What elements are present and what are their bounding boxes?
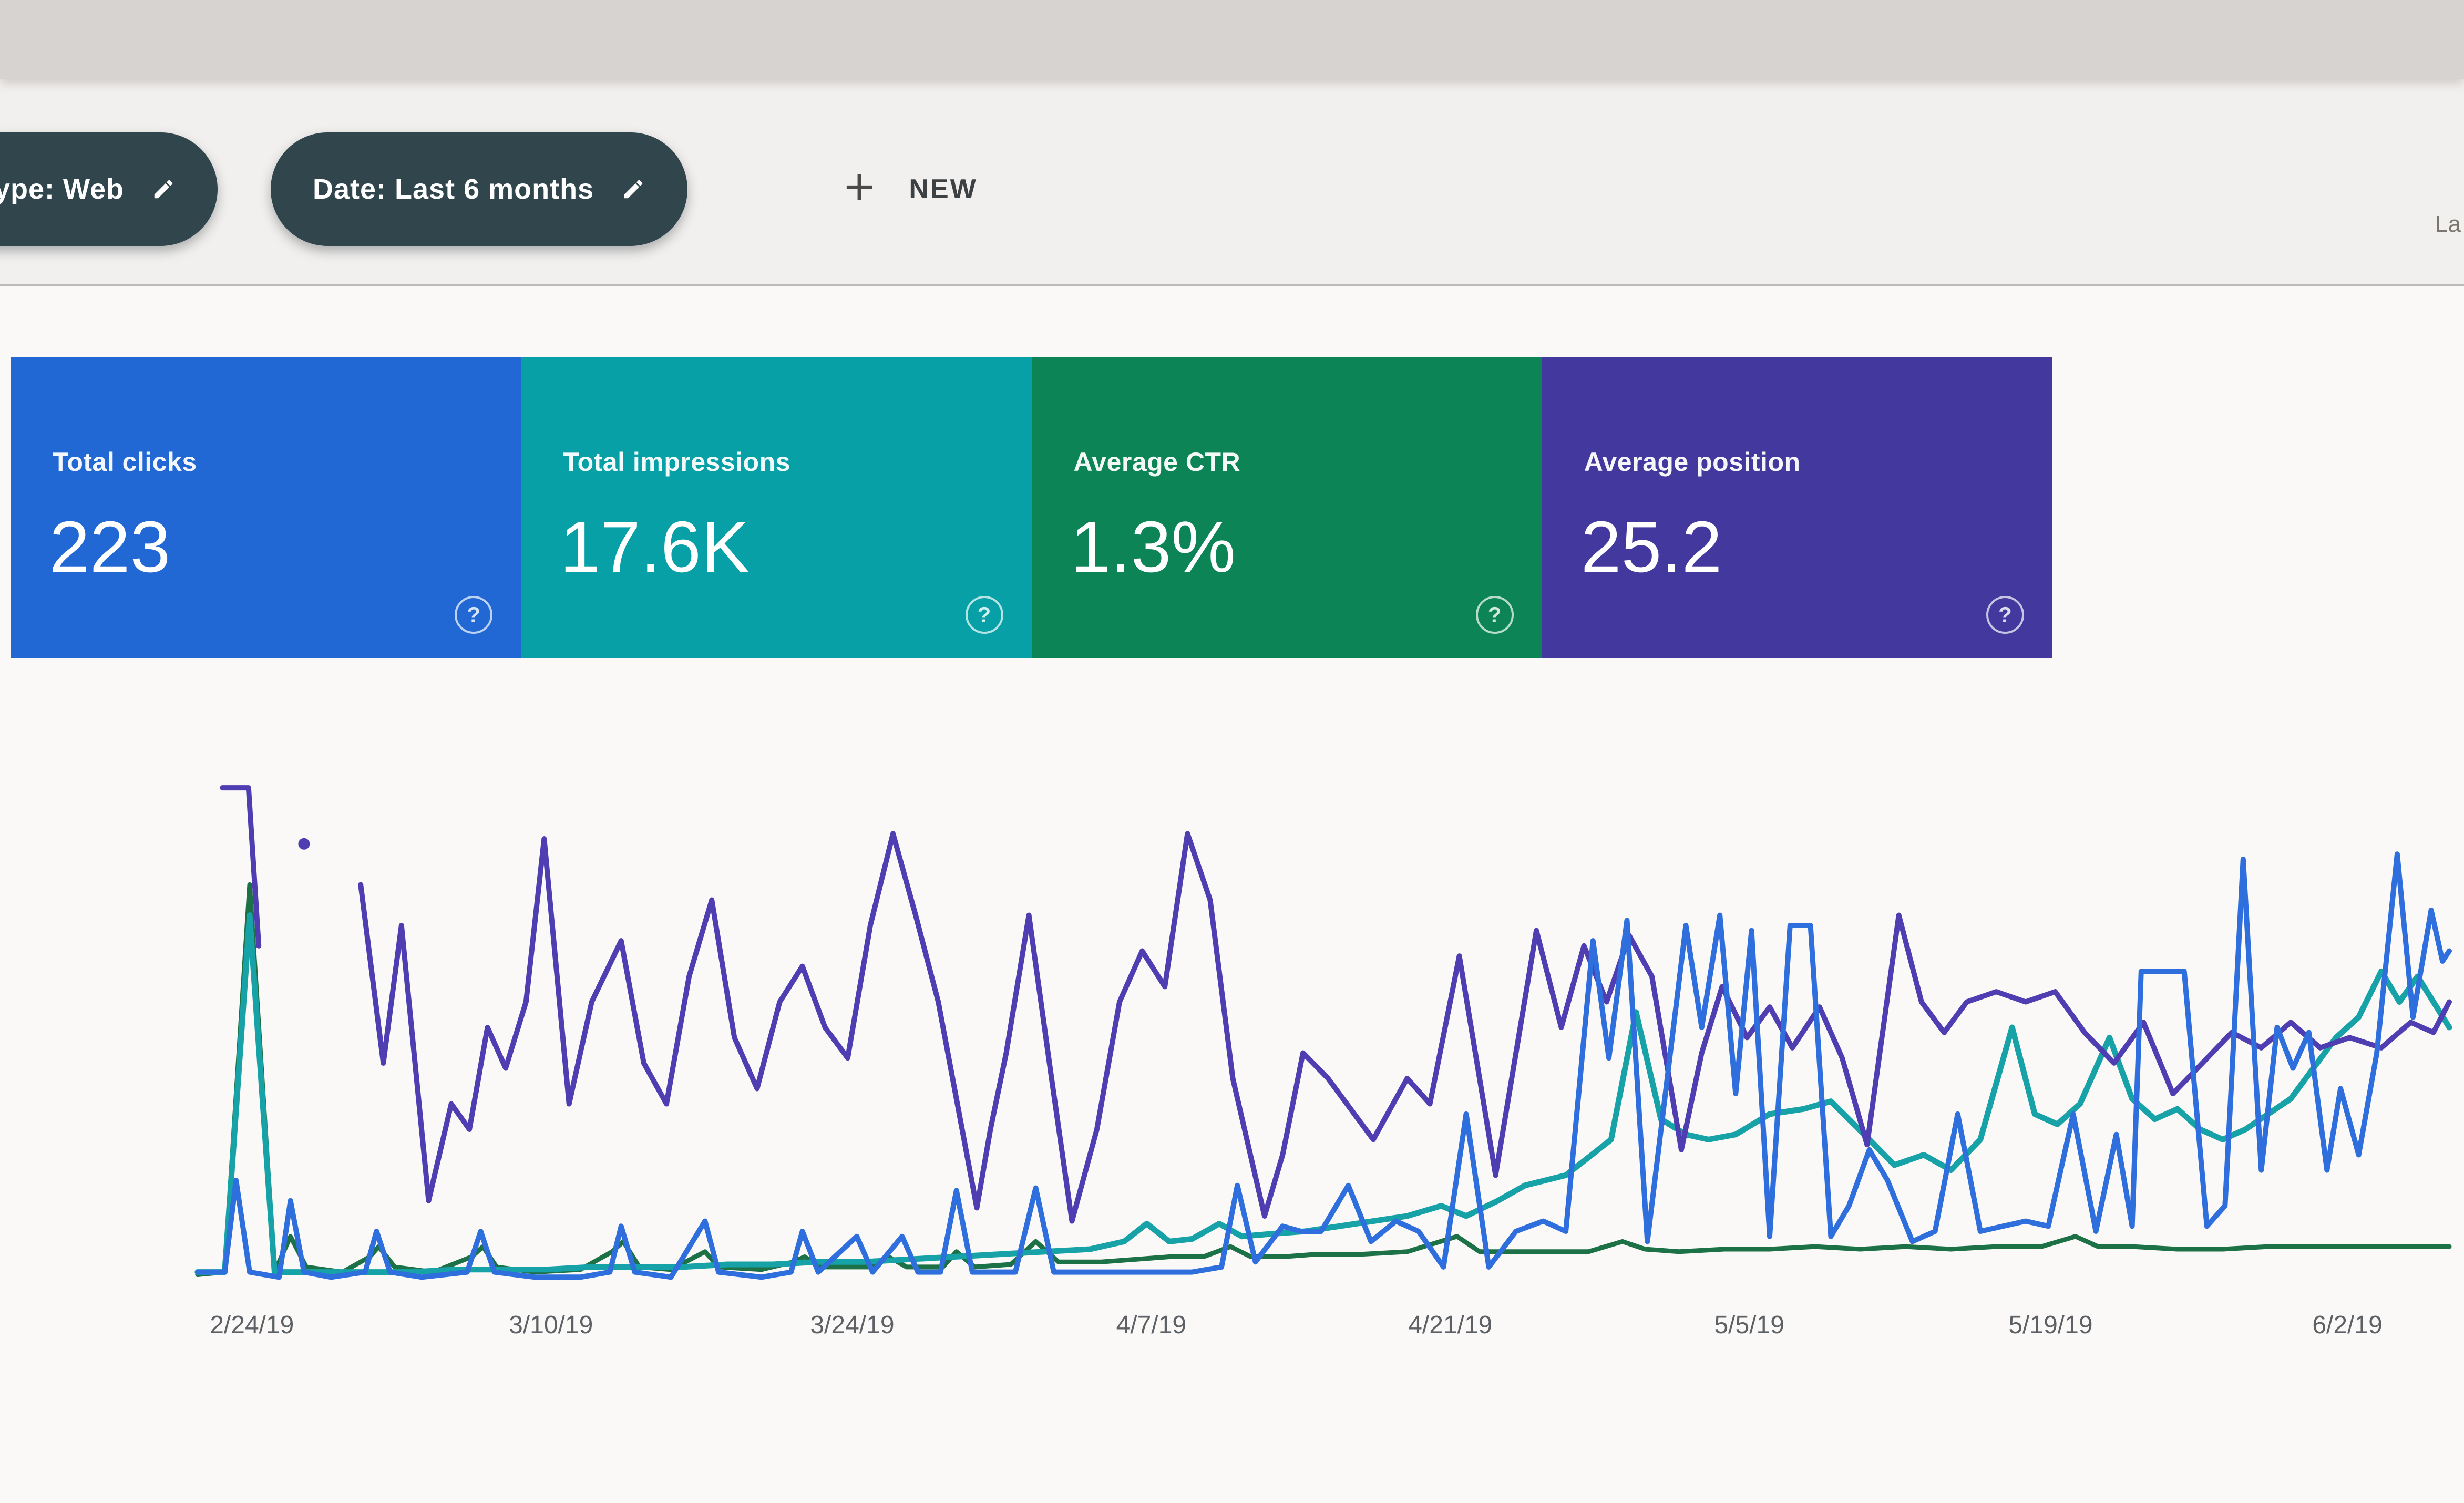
edit-pencil-icon[interactable]	[151, 177, 176, 201]
header-divider	[0, 284, 2464, 286]
series-line-ctr	[195, 882, 2452, 1277]
series-line-impressions	[194, 912, 2452, 1275]
x-axis-tick-label: 6/2/19	[2312, 1311, 2383, 1339]
help-glyph: ?	[1998, 602, 2012, 627]
series-line-position	[220, 785, 262, 949]
plus-icon: +	[844, 158, 877, 217]
card-average-position[interactable]: Average position 25.2 ?	[1542, 357, 2052, 658]
x-axis-tick-label: 3/24/19	[810, 1311, 895, 1339]
x-axis-tick-label: 2/24/19	[210, 1311, 294, 1339]
performance-line-chart-canvas	[194, 785, 2452, 1280]
x-axis-tick-label: 5/5/19	[1714, 1311, 1784, 1339]
help-glyph: ?	[1487, 602, 1502, 627]
card-total-impressions-value: 17.6K	[560, 507, 750, 588]
help-icon[interactable]: ?	[455, 596, 493, 634]
x-axis-tick-label: 4/21/19	[1408, 1311, 1493, 1339]
help-icon[interactable]: ?	[1986, 596, 2024, 634]
performance-line-chart	[184, 773, 2452, 1282]
x-axis-tick-label: 3/10/19	[509, 1311, 593, 1339]
series-point-position	[298, 838, 310, 850]
metric-cards-row: Total clicks 223 ? Total impressions 17.…	[11, 357, 2052, 658]
card-total-impressions-label: Total impressions	[563, 447, 790, 477]
help-glyph: ?	[977, 602, 991, 627]
series-line-clicks	[194, 851, 2452, 1280]
card-total-clicks[interactable]: Total clicks 223 ?	[11, 357, 521, 658]
x-axis: 2/24/19 3/10/19 3/24/19 4/7/19 4/21/19 5/5/19…	[184, 1311, 2449, 1353]
card-average-ctr-label: Average CTR	[1073, 447, 1241, 477]
card-average-ctr-value: 1.3%	[1070, 507, 1236, 588]
new-filter-button-label: NEW	[909, 174, 978, 204]
card-average-position-value: 25.2	[1580, 507, 1722, 588]
x-axis-tick-label: 4/7/19	[1116, 1311, 1187, 1339]
new-filter-button[interactable]: + NEW	[841, 132, 981, 246]
filter-chip-search-type-label: type: Web	[0, 173, 125, 205]
help-icon[interactable]: ?	[965, 596, 1003, 634]
card-average-ctr[interactable]: Average CTR 1.3% ?	[1031, 357, 1542, 658]
filter-chip-search-type[interactable]: type: Web	[0, 132, 218, 246]
card-total-clicks-label: Total clicks	[53, 447, 197, 477]
edit-pencil-icon[interactable]	[621, 177, 645, 201]
last-updated-partial-text: La	[2435, 211, 2461, 237]
help-glyph: ?	[467, 602, 481, 627]
screen-top-strip	[0, 0, 2464, 79]
card-total-clicks-value: 223	[49, 507, 171, 588]
help-icon[interactable]: ?	[1475, 596, 1514, 634]
card-average-position-label: Average position	[1584, 447, 1801, 477]
filter-chip-date-range-label: Date: Last 6 months	[313, 173, 594, 205]
card-total-impressions[interactable]: Total impressions 17.6K ?	[521, 357, 1032, 658]
x-axis-tick-label: 5/19/19	[2008, 1311, 2093, 1339]
filter-chip-date-range[interactable]: Date: Last 6 months	[271, 132, 688, 246]
series-line-position	[358, 831, 2452, 1224]
